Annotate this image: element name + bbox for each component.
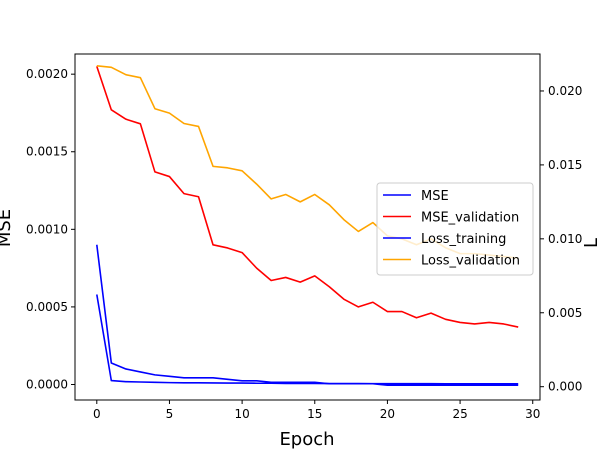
x-axis-title: Epoch [279,429,334,450]
x-tick-label: 25 [452,407,467,421]
y-left-tick-label: 0.0010 [26,222,68,236]
y-right-tick-label: 0.005 [548,306,582,320]
legend-label-mse: MSE [421,189,449,204]
series-line-loss-training [96,244,519,387]
y-right-tick-label: 0.010 [548,232,582,246]
x-tick-label: 15 [307,407,322,421]
y-axis-title-right: L [581,238,600,248]
series-line-mse-validation [96,66,519,328]
legend-label-loss-training: Loss_training [421,232,506,247]
y-right-tick-label: 0.015 [548,158,582,172]
x-tick-label: 30 [525,407,540,421]
axes-layer: 0 5 10 15 20 25 30 0.0000 0.0005 0.0010 0.0015 0.00… [26,53,582,421]
legend-box [376,182,534,276]
y-right-tick-label: 0.020 [548,84,582,98]
x-tick-label: 5 [166,407,174,421]
y-left-tick-label: 0.0020 [26,67,68,81]
legend-label-loss-validation: Loss_validation [421,254,520,269]
y-left-tick-label: 0.0005 [26,300,68,314]
legend: MSE MSE_validation Loss_training Loss_valid… [376,182,534,276]
y-left-tick-label: 0.0015 [26,145,68,159]
legend-label-mse-validation: MSE_validation [421,211,519,226]
x-tick-label: 10 [234,407,249,421]
series-line-mse [96,294,519,385]
y-axis-title-left: MSE [0,209,15,247]
x-tick-label: 20 [380,407,395,421]
plot-frame [74,53,541,401]
y-left-tick-label: 0.0000 [26,377,68,391]
x-tick-label: 0 [93,407,101,421]
y-right-tick-label: 0.000 [548,380,582,394]
